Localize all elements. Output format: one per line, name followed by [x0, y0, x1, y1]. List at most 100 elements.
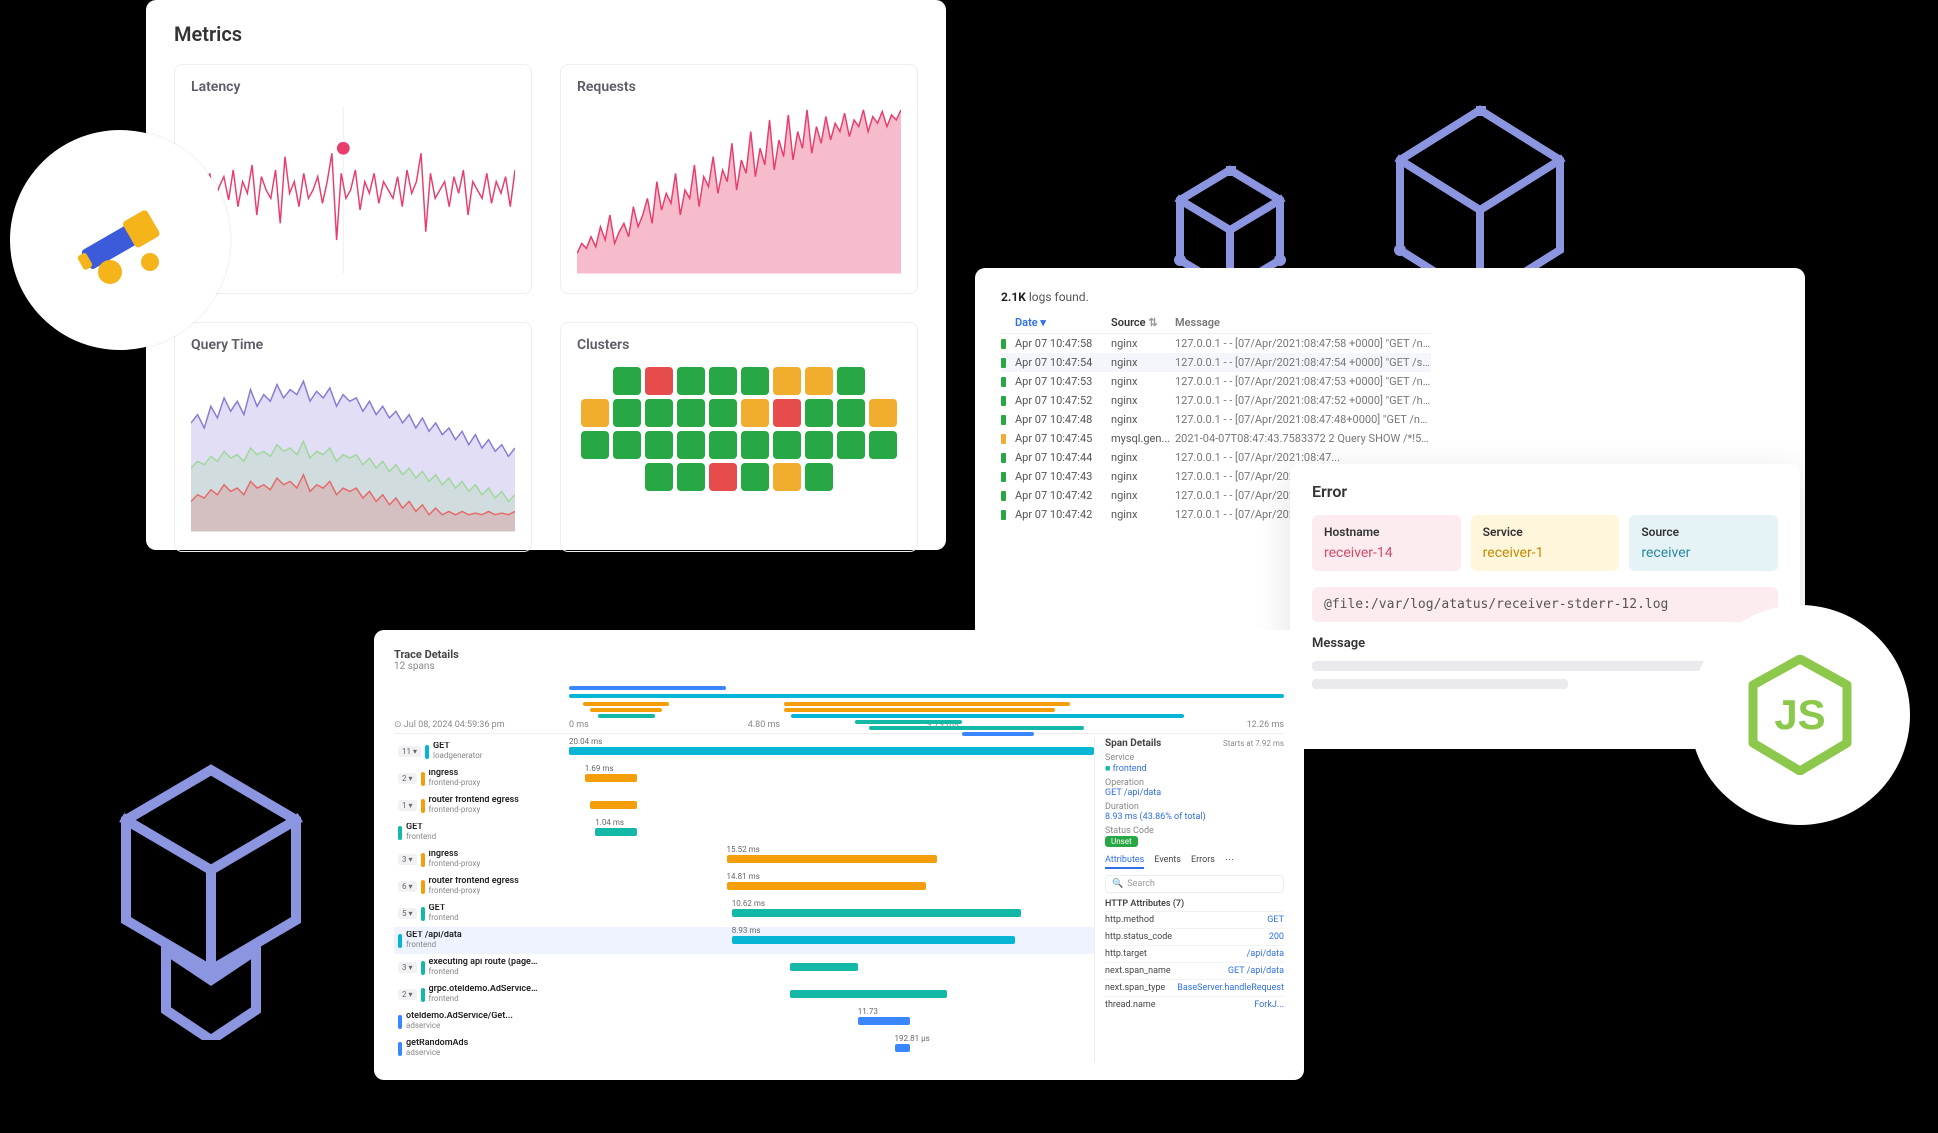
- attr-row[interactable]: http.methodGET: [1105, 911, 1284, 928]
- cluster-cell[interactable]: [805, 367, 833, 395]
- tab-events[interactable]: Events: [1154, 855, 1181, 869]
- attr-row[interactable]: thread.nameForkJ...: [1105, 996, 1284, 1013]
- cluster-cell[interactable]: [581, 431, 609, 459]
- log-source: nginx: [1111, 470, 1175, 483]
- tab-errors[interactable]: Errors: [1191, 855, 1215, 869]
- span-bar: [590, 801, 637, 809]
- log-row[interactable]: Apr 07 10:47:58 nginx 127.0.0.1 - - [07/…: [1001, 334, 1431, 353]
- attr-row[interactable]: http.target/api/data: [1105, 945, 1284, 962]
- span-duration: 1.04 ms: [595, 818, 624, 827]
- cluster-cell[interactable]: [709, 399, 737, 427]
- axis-tick: 0 ms: [569, 720, 748, 730]
- error-hostname-box: Hostname receiver-14: [1312, 515, 1461, 571]
- attr-row[interactable]: next.span_nameGET /api/data: [1105, 962, 1284, 979]
- span-details-pane: Span Details Starts at 7.92 ms Service■ …: [1094, 738, 1284, 1062]
- cluster-cell[interactable]: [773, 399, 801, 427]
- svg-text:JS: JS: [1774, 691, 1825, 738]
- span-service-pill: [421, 907, 425, 921]
- cluster-cell[interactable]: [773, 431, 801, 459]
- cluster-cell[interactable]: [869, 399, 897, 427]
- log-message: 127.0.0.1 - - [07/Apr/2021:08:47:58 +000…: [1175, 337, 1431, 350]
- attr-row[interactable]: http.status_code200: [1105, 928, 1284, 945]
- clusters-card[interactable]: Clusters: [560, 322, 918, 552]
- cluster-cell[interactable]: [837, 399, 865, 427]
- log-row[interactable]: Apr 07 10:47:52 nginx 127.0.0.1 - - [07/…: [1001, 391, 1431, 410]
- requests-chart: [577, 105, 901, 275]
- span-service: frontend: [406, 833, 436, 842]
- detail-status-k: Status Code: [1105, 826, 1154, 836]
- overview-bar: [784, 708, 1056, 712]
- span-depth-badge: 2 ▾: [398, 989, 417, 1000]
- span-service: frontend-proxy: [429, 806, 519, 815]
- cluster-cell[interactable]: [773, 367, 801, 395]
- logs-found-label: 2.1K logs found.: [1001, 290, 1779, 304]
- log-source: nginx: [1111, 375, 1175, 388]
- span-row[interactable]: 5 ▾ GETfrontend 10.62 ms: [394, 900, 1094, 927]
- log-row[interactable]: Apr 07 10:47:53 nginx 127.0.0.1 - - [07/…: [1001, 372, 1431, 391]
- span-service-pill: [421, 799, 425, 813]
- telescope-icon: [60, 180, 180, 300]
- cluster-cell[interactable]: [677, 463, 705, 491]
- tab-attributes[interactable]: Attributes: [1105, 855, 1144, 869]
- span-duration: 20.04 ms: [569, 737, 602, 746]
- cluster-cell[interactable]: [677, 431, 705, 459]
- cluster-cell[interactable]: [709, 367, 737, 395]
- cluster-cell[interactable]: [805, 431, 833, 459]
- detail-service-v[interactable]: frontend: [1113, 764, 1147, 774]
- cluster-cell[interactable]: [613, 431, 641, 459]
- tab-more-icon[interactable]: ⋯: [1225, 855, 1234, 869]
- span-bar: [569, 747, 1094, 755]
- cluster-cell[interactable]: [645, 399, 673, 427]
- cluster-cell[interactable]: [613, 367, 641, 395]
- cluster-cell[interactable]: [613, 399, 641, 427]
- cluster-cell[interactable]: [645, 463, 673, 491]
- span-row[interactable]: 2 ▾ ingressfrontend-proxy 1.69 ms: [394, 765, 1094, 792]
- cluster-cell[interactable]: [741, 399, 769, 427]
- cluster-cell[interactable]: [581, 399, 609, 427]
- cluster-cell[interactable]: [677, 399, 705, 427]
- cluster-cell[interactable]: [741, 463, 769, 491]
- overview-bar: [791, 714, 1184, 718]
- log-row[interactable]: Apr 07 10:47:54 nginx 127.0.0.1 - - [07/…: [1001, 353, 1431, 372]
- overview-bar: [590, 708, 662, 712]
- cluster-cell[interactable]: [677, 367, 705, 395]
- col-source-header[interactable]: Source ⇅: [1111, 316, 1175, 329]
- attr-row[interactable]: next.span_typeBaseServer.handleRequest: [1105, 979, 1284, 996]
- span-row[interactable]: 2 ▾ grpc.oteldemo.AdService/...frontend: [394, 981, 1094, 1008]
- cluster-cell[interactable]: [837, 367, 865, 395]
- span-row[interactable]: GETfrontend 1.04 ms: [394, 819, 1094, 846]
- span-row[interactable]: 11 ▾ GETloadgenerator 20.04 ms: [394, 738, 1094, 765]
- detail-op-v[interactable]: GET /api/data: [1105, 788, 1161, 798]
- span-service: loadgenerator: [433, 752, 482, 761]
- span-row[interactable]: 6 ▾ router frontend egressfrontend-proxy…: [394, 873, 1094, 900]
- cluster-cell[interactable]: [805, 463, 833, 491]
- cluster-cell[interactable]: [709, 463, 737, 491]
- cluster-cell[interactable]: [645, 431, 673, 459]
- span-row[interactable]: getRandomAdsadservice 192.81 μs: [394, 1035, 1094, 1062]
- col-date-header[interactable]: Date ▾: [1015, 316, 1111, 329]
- cluster-cell[interactable]: [709, 431, 737, 459]
- requests-card[interactable]: Requests: [560, 64, 918, 294]
- cluster-cell[interactable]: [741, 367, 769, 395]
- cluster-cell[interactable]: [869, 431, 897, 459]
- span-duration: 10.62 ms: [732, 899, 765, 908]
- log-row[interactable]: Apr 07 10:47:48 nginx 127.0.0.1 - - [07/…: [1001, 410, 1431, 429]
- cluster-cell[interactable]: [805, 399, 833, 427]
- cluster-cell[interactable]: [645, 367, 673, 395]
- trace-overview[interactable]: [394, 682, 1284, 716]
- detail-search-input[interactable]: 🔍 Search: [1105, 875, 1284, 893]
- error-message-label: Message: [1312, 636, 1778, 651]
- cluster-cell[interactable]: [741, 431, 769, 459]
- span-bar: [895, 1044, 911, 1052]
- span-row[interactable]: 3 ▾ ingressfrontend-proxy 15.52 ms: [394, 846, 1094, 873]
- log-row[interactable]: Apr 07 10:47:45 mysql.gen... 2021-04-07T…: [1001, 429, 1431, 448]
- span-row[interactable]: 1 ▾ router frontend egressfrontend-proxy: [394, 792, 1094, 819]
- log-message: 127.0.0.1 - - [07/Apr/2021:08:47:48+0000…: [1175, 413, 1431, 426]
- col-message-header[interactable]: Message: [1175, 316, 1431, 329]
- span-row[interactable]: GET /api/datafrontend 8.93 ms: [394, 927, 1094, 954]
- span-row[interactable]: oteldemo.AdService/Get...adservice 11.73: [394, 1008, 1094, 1035]
- cluster-cell[interactable]: [773, 463, 801, 491]
- cluster-cell[interactable]: [837, 431, 865, 459]
- span-row[interactable]: 3 ▾ executing api route (page...frontend: [394, 954, 1094, 981]
- querytime-card[interactable]: Query Time: [174, 322, 532, 552]
